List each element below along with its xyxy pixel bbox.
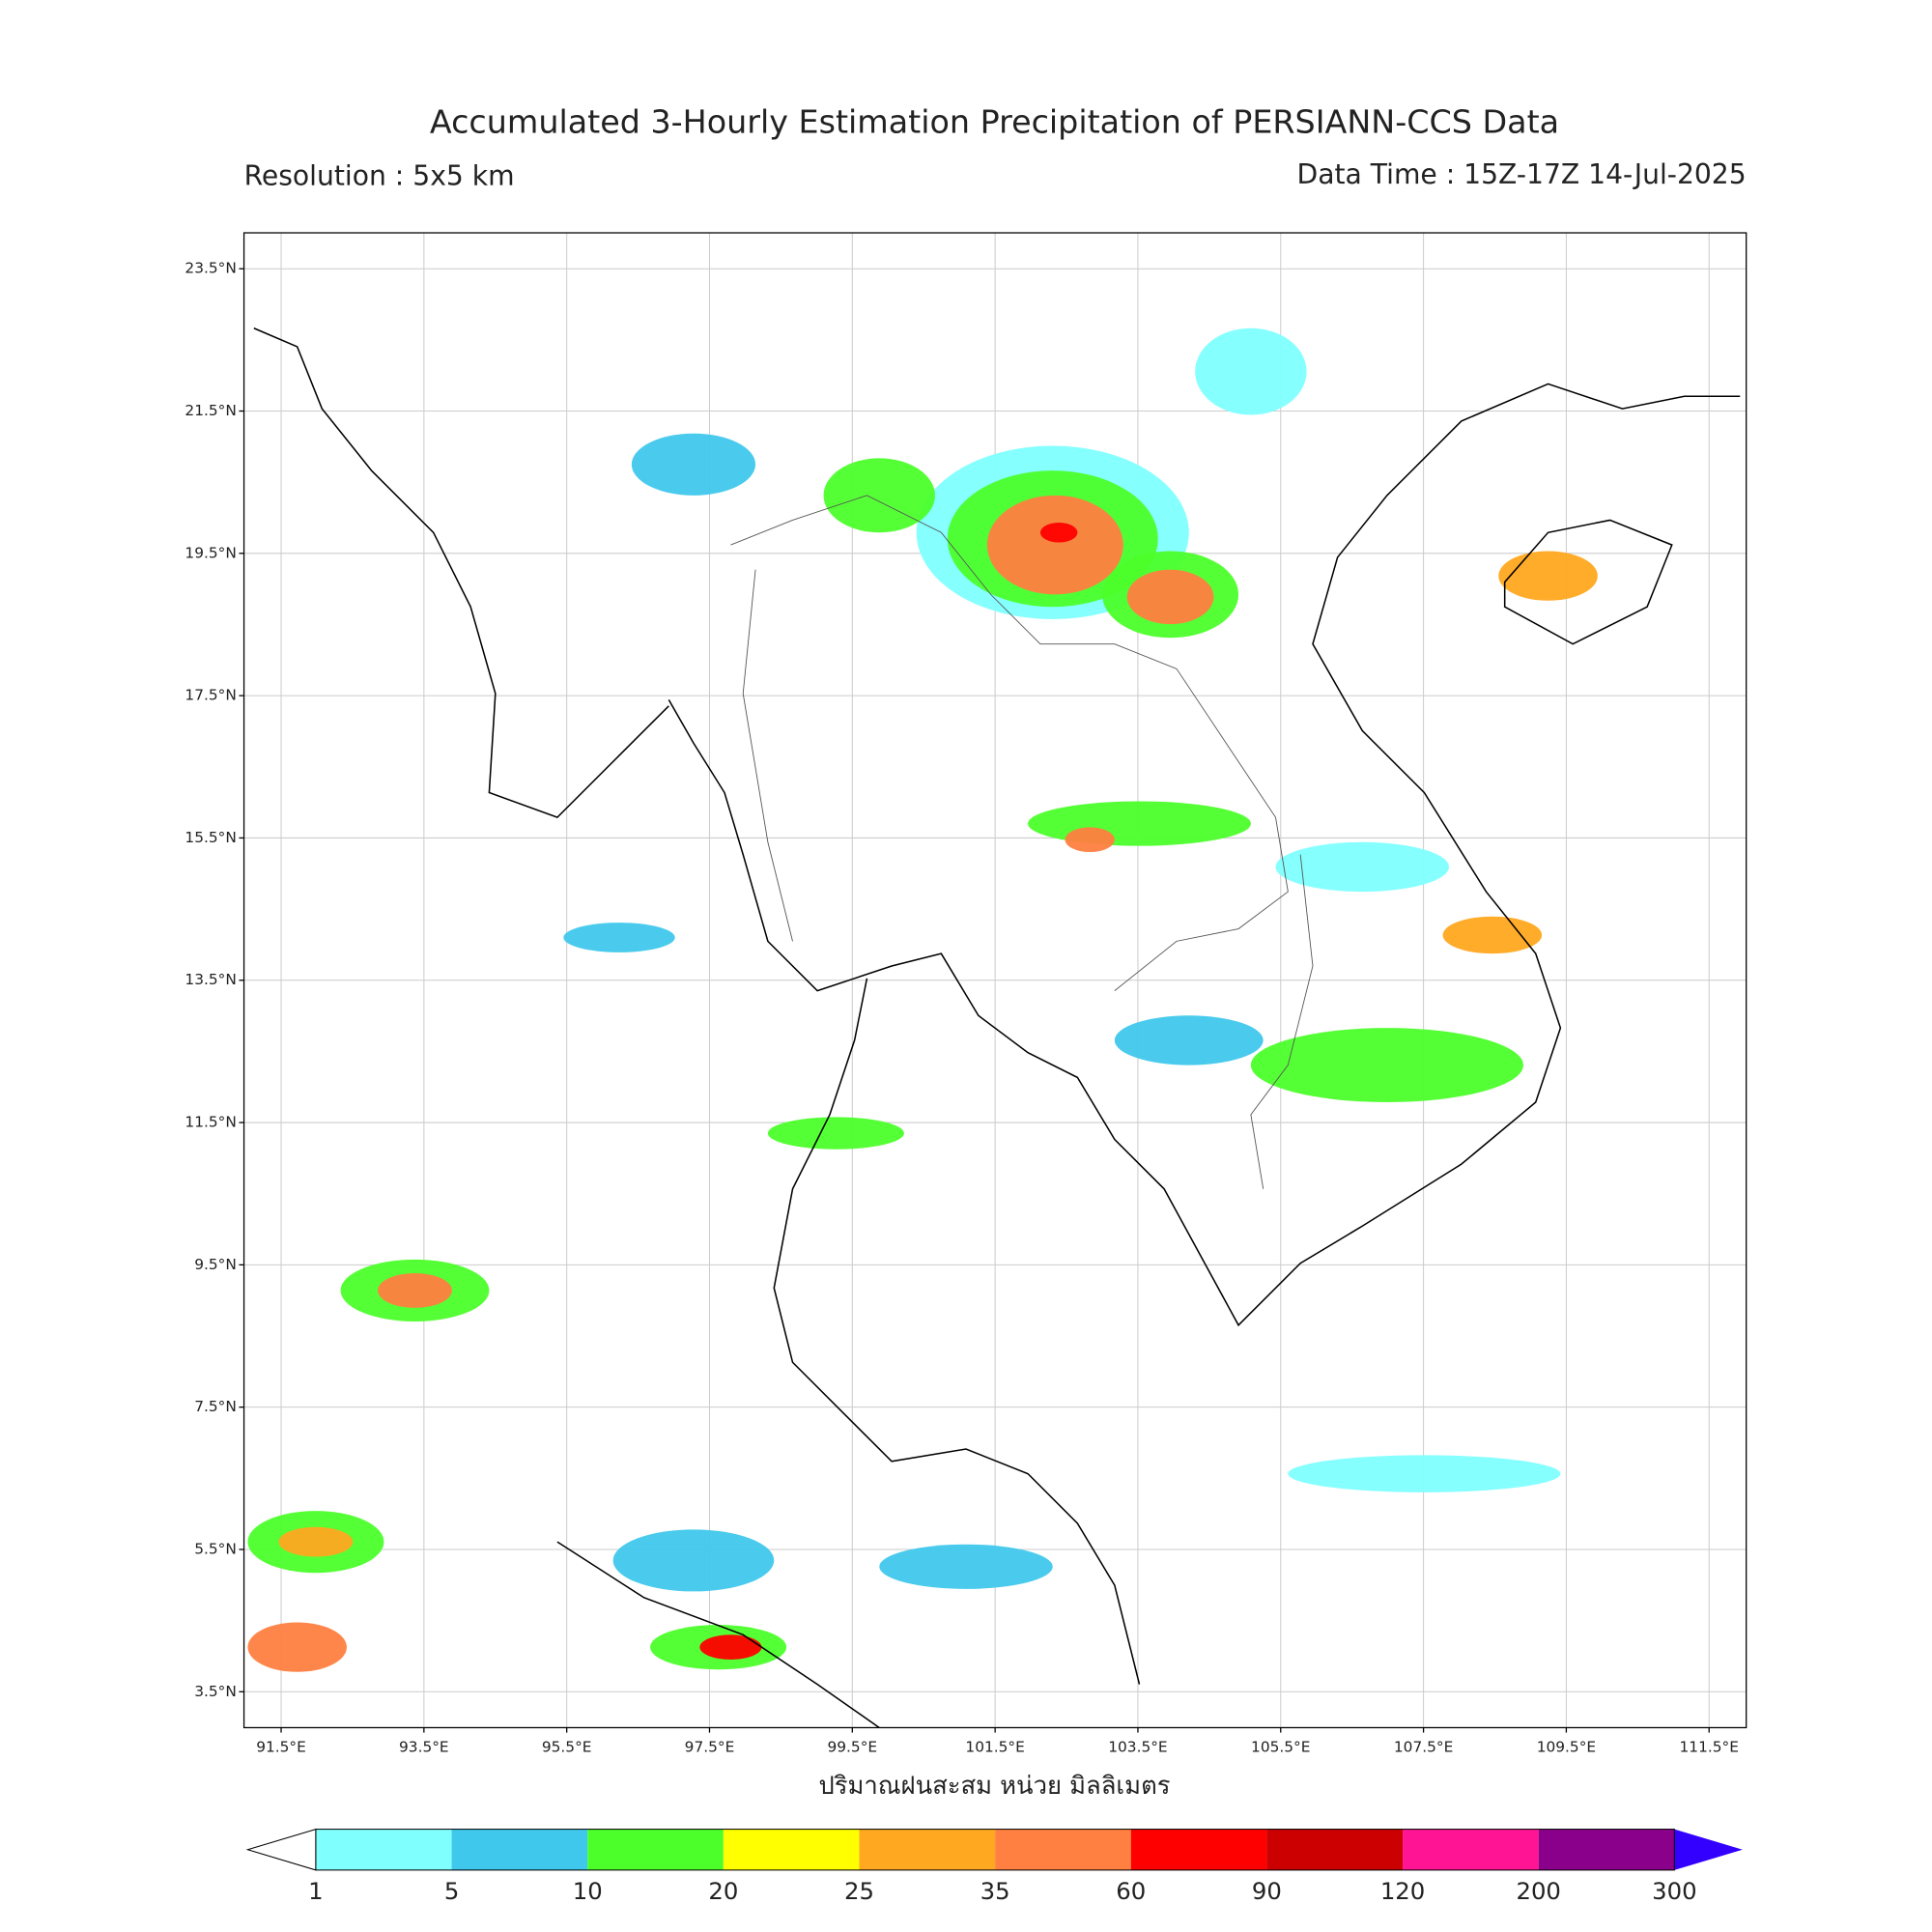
lon-tick-label: 103.5°E xyxy=(1108,1738,1167,1755)
rain-area xyxy=(563,923,675,952)
lat-tick-label: 23.5°N xyxy=(185,260,236,277)
lat-tick-label: 3.5°N xyxy=(194,1683,237,1700)
lat-tick-label: 11.5°N xyxy=(185,1114,236,1131)
rain-area xyxy=(612,1529,775,1592)
colorbar-label: 10 xyxy=(573,1877,603,1905)
rain-area xyxy=(1275,841,1449,893)
rain-area xyxy=(986,495,1123,595)
rain-area xyxy=(767,1117,904,1150)
rain-area xyxy=(1065,827,1115,853)
rain-areas xyxy=(247,327,1598,1672)
colorbar-segment xyxy=(587,1829,724,1870)
lat-tick-label: 5.5°N xyxy=(194,1540,237,1557)
colorbar-label: 200 xyxy=(1516,1877,1560,1905)
lat-tick-label: 21.5°N xyxy=(185,402,236,419)
colorbar-segment xyxy=(451,1829,588,1870)
rain-area xyxy=(1250,1028,1523,1103)
rain-area xyxy=(1442,916,1543,954)
colorbar-label: 120 xyxy=(1380,1877,1425,1905)
colorbar-segment xyxy=(1538,1829,1675,1870)
rain-area xyxy=(247,1622,347,1672)
colorbar-over xyxy=(1674,1829,1743,1870)
lat-tick-label: 17.5°N xyxy=(185,687,236,704)
rain-area xyxy=(699,1634,762,1660)
lon-tick-label: 99.5°E xyxy=(827,1738,877,1755)
lat-tick-label: 19.5°N xyxy=(185,544,236,561)
x-axis-label: ปริมาณฝนสะสม หน่วย มิลลิเมตร xyxy=(818,1772,1170,1801)
map-frame xyxy=(242,232,1747,1729)
rain-area xyxy=(631,433,756,496)
rain-area xyxy=(1039,523,1078,543)
border xyxy=(730,495,1289,991)
colorbar-segment xyxy=(859,1829,996,1870)
borders xyxy=(730,495,1314,1189)
colorbar-segment xyxy=(1403,1829,1539,1870)
colorbar-label: 20 xyxy=(708,1877,738,1905)
resolution: Resolution : 5x5 km xyxy=(244,159,515,191)
coastline xyxy=(253,327,669,819)
rain-area xyxy=(1126,569,1214,625)
border xyxy=(1250,854,1314,1189)
colorbar-segment xyxy=(723,1829,860,1870)
lon-tick-label: 97.5°E xyxy=(685,1738,735,1755)
coastlines xyxy=(253,327,1741,1729)
data-time: Data Time : 15Z-17Z 14-Jul-2025 xyxy=(1297,158,1747,190)
colorbar-label: 60 xyxy=(1116,1877,1146,1905)
title: Accumulated 3-Hourly Estimation Precipit… xyxy=(430,103,1559,141)
lon-tick-label: 95.5°E xyxy=(542,1738,592,1755)
rain-area xyxy=(879,1544,1053,1589)
lon-tick-label: 105.5°E xyxy=(1251,1738,1310,1755)
colorbar: 1 5 10 20 25 35 60 90 120 200 300 xyxy=(245,1828,1743,1905)
colorbar-label: 35 xyxy=(980,1877,1010,1905)
colorbar-label: 300 xyxy=(1652,1877,1696,1905)
lon-tick-label: 93.5°E xyxy=(399,1738,449,1755)
rain-area xyxy=(378,1272,452,1308)
lat-tick-label: 13.5°N xyxy=(185,971,236,988)
rain-area xyxy=(1195,327,1307,415)
lon-tick-label: 111.5°E xyxy=(1680,1738,1739,1755)
colorbar-label: 25 xyxy=(844,1877,874,1905)
colorbar-label: 5 xyxy=(444,1877,460,1905)
grid: 23.5°N 21.5°N 19.5°N 17.5°N 15.5°N 13.5°N 11.5… xyxy=(185,233,1747,1755)
lon-tick-label: 107.5°E xyxy=(1394,1738,1453,1755)
lat-tick-label: 7.5°N xyxy=(194,1398,237,1415)
lon-tick-label: 101.5°E xyxy=(965,1738,1024,1755)
lon-tick-label: 109.5°E xyxy=(1537,1738,1596,1755)
rain-area xyxy=(1288,1455,1561,1492)
colorbar-segment xyxy=(1266,1829,1404,1870)
colorbar-segment xyxy=(1130,1829,1267,1870)
lon-tick-label: 91.5°E xyxy=(256,1738,306,1755)
colorbar-label: 90 xyxy=(1252,1877,1282,1905)
coastline xyxy=(556,1541,880,1729)
border xyxy=(742,569,793,942)
rain-area xyxy=(1028,801,1251,846)
colorbar-segment xyxy=(315,1829,452,1870)
rain-area xyxy=(1114,1015,1264,1065)
rain-area xyxy=(823,458,935,533)
lat-tick-label: 9.5°N xyxy=(194,1256,237,1273)
lat-tick-label: 15.5°N xyxy=(185,829,236,846)
rain-area xyxy=(1498,551,1598,601)
colorbar-segment xyxy=(995,1829,1131,1870)
coastline xyxy=(773,978,1141,1685)
rain-area xyxy=(278,1526,354,1557)
coastline xyxy=(668,383,1741,1327)
colorbar-frame xyxy=(315,1829,1675,1871)
colorbar-label: 1 xyxy=(308,1877,324,1905)
coastline xyxy=(1503,519,1673,645)
